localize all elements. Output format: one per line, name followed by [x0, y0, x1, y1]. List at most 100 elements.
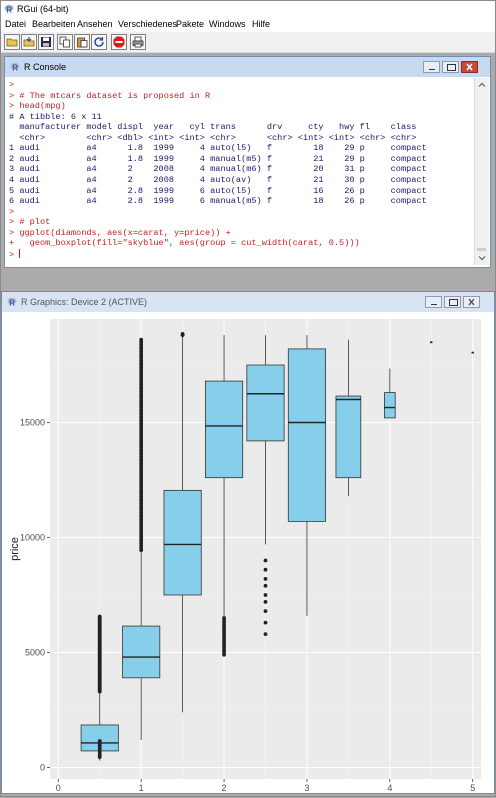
outlier-point — [263, 600, 268, 604]
close-icon — [468, 298, 475, 306]
save-workspace-button[interactable] — [38, 34, 54, 50]
y-tick-label: 15000 — [20, 418, 45, 428]
console-line: > head(mpg) — [9, 101, 66, 112]
refresh-icon — [94, 37, 104, 47]
box — [287, 348, 326, 522]
load-workspace-button[interactable] — [21, 34, 37, 50]
console-line: <chr> <chr> <dbl> <int> <int> <chr> <chr… — [9, 132, 417, 143]
console-line: + geom_boxplot(fill="skyblue", aes(group… — [9, 238, 360, 249]
graphics-window: R R Graphics: Device 2 (ACTIVE) 0 1 2 3 4 5 0 5… — [1, 291, 495, 798]
copy-icon — [59, 36, 70, 48]
console-line: manufacturer model displ year cyl trans … — [9, 122, 417, 133]
x-tick-label: 0 — [56, 783, 61, 793]
outlier-point — [97, 739, 102, 743]
console-titlebar: R R Console — [5, 57, 490, 77]
chevron-down-icon — [478, 256, 486, 261]
y-axis-label: price — [9, 537, 21, 561]
box — [384, 392, 396, 419]
box — [246, 364, 285, 442]
graphics-close-button[interactable] — [463, 296, 480, 308]
app-title: RGui (64-bit) — [17, 4, 69, 14]
console-line: 1 audi a4 1.8 1999 4 auto(l5) f 18 29 p … — [9, 143, 427, 154]
console-title: R Console — [24, 62, 67, 72]
stop-sign-icon — [113, 36, 125, 48]
console-line: > — [9, 206, 15, 217]
x-tick-label: 2 — [222, 783, 227, 793]
console-line: > # The mtcars dataset is proposed in R — [9, 90, 211, 101]
outlier-point — [263, 577, 268, 581]
scroll-up-button[interactable] — [475, 78, 489, 92]
open-script-button[interactable] — [4, 34, 20, 50]
graphics-titlebar: R R Graphics: Device 2 (ACTIVE) — [2, 292, 494, 312]
toolbar — [1, 32, 495, 53]
print-button[interactable] — [130, 34, 146, 50]
outlier-point — [263, 632, 268, 636]
r-logo-icon: R — [4, 4, 14, 14]
scroll-down-button[interactable] — [475, 251, 489, 265]
x-tick-label: 5 — [470, 783, 475, 793]
menu-ansehen[interactable]: Ansehen — [77, 19, 113, 29]
x-tick-label: 1 — [139, 783, 144, 793]
outlier-point — [139, 337, 144, 342]
outlier-point — [263, 609, 268, 613]
y-tick-label: 0 — [40, 763, 45, 773]
console-output[interactable]: > > # The mtcars dataset is proposed in R… — [6, 78, 480, 265]
outlier-point — [97, 614, 102, 619]
console-close-button[interactable] — [461, 61, 478, 73]
console-minimize-button[interactable] — [423, 61, 440, 73]
menu-windows[interactable]: Windows — [209, 19, 246, 29]
menu-pakete[interactable]: Pakete — [176, 19, 205, 29]
console-line: > # plot — [9, 217, 51, 228]
console-restore-button[interactable] — [442, 61, 459, 73]
folder-open-icon — [6, 38, 18, 47]
stop-button[interactable] — [111, 34, 127, 50]
graphics-minimize-button[interactable] — [425, 296, 442, 308]
outlier-point — [263, 593, 268, 597]
console-line: 4 audi a4 2 2008 4 auto(av) f 21 30 p co… — [9, 174, 427, 185]
console-window: R R Console > > # The mtcars dataset is p… — [4, 56, 491, 268]
console-line: > ggplot(diamonds, aes(x=carat, y=price)… — [9, 227, 231, 238]
y-tick-label: 5000 — [25, 648, 45, 658]
close-icon — [466, 63, 473, 71]
outlier-point — [263, 583, 268, 588]
menu-bearbeiten[interactable]: Bearbeiten — [32, 19, 76, 29]
app-titlebar: R RGui (64-bit) — [1, 1, 495, 17]
graphics-restore-button[interactable] — [444, 296, 461, 308]
mdi-workspace: R R Console > > # The mtcars dataset is p… — [1, 53, 495, 798]
console-scrollbar[interactable] — [474, 78, 489, 265]
console-line: > — [9, 248, 21, 260]
console-line: 2 audi a4 1.8 1999 4 manual(m5) f 21 29 … — [9, 153, 427, 164]
boxplot-chart: 012345050001000015000caratprice — [9, 319, 481, 798]
paste-button[interactable] — [74, 34, 90, 50]
chevron-up-icon — [478, 82, 486, 87]
y-tick-label: 10000 — [20, 533, 45, 543]
box — [163, 489, 202, 596]
outlier-point — [263, 567, 268, 572]
outlier-point — [263, 558, 268, 563]
console-line: # A tibble: 6 x 11 — [9, 111, 102, 122]
menubar: Datei Bearbeiten Ansehen Verschiedenes P… — [1, 17, 495, 31]
floppy-disk-icon — [41, 37, 51, 47]
menu-datei[interactable]: Datei — [5, 19, 27, 29]
graphics-title: R Graphics: Device 2 (ACTIVE) — [21, 297, 148, 307]
console-line: 3 audi a4 2 2008 4 manual(m6) f 20 31 p … — [9, 164, 427, 175]
copy-paste-button[interactable] — [91, 34, 107, 50]
folder-arrow-icon — [23, 37, 35, 47]
outlier-point — [222, 616, 226, 620]
text-cursor — [19, 248, 21, 258]
outlier-point — [180, 332, 185, 336]
svg-text:R: R — [9, 299, 15, 307]
menu-hilfe[interactable]: Hilfe — [252, 19, 271, 29]
box — [205, 380, 244, 479]
svg-text:R: R — [12, 64, 18, 72]
x-tick-label: 3 — [304, 783, 309, 793]
box — [335, 395, 362, 479]
menu-verschiedenes[interactable]: Verschiedenes — [118, 19, 178, 29]
r-logo-icon: R — [10, 62, 20, 72]
plot-area: 012345050001000015000caratprice — [3, 313, 493, 798]
box — [122, 625, 161, 679]
x-tick-label: 4 — [387, 783, 392, 793]
copy-button[interactable] — [57, 34, 73, 50]
r-logo-icon: R — [7, 297, 17, 307]
outlier-point — [263, 620, 268, 625]
